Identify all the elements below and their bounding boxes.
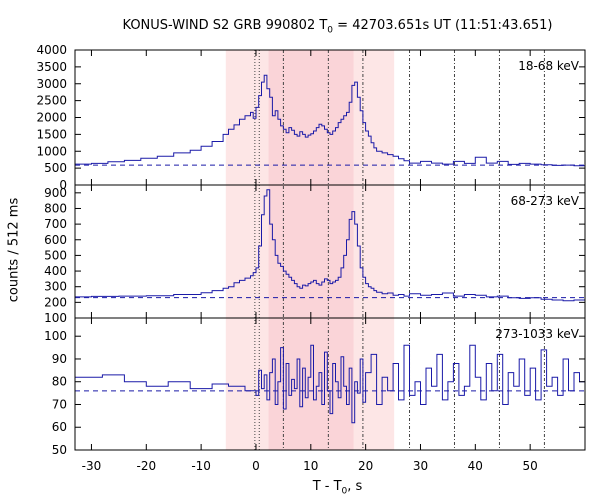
- panel-3: 50 60 70 80 90 100 273-1033 keV: [44, 317, 586, 457]
- y-axis-label: counts / 512 ms: [6, 197, 22, 303]
- y-tick-label: 800: [44, 201, 67, 215]
- panel-frame: [74, 317, 586, 451]
- y-tick-label: 70: [52, 397, 67, 411]
- panel-energy-label: 68-273 keV: [511, 194, 580, 208]
- x-tick-label: -10: [191, 459, 211, 473]
- y-tick-label: 0: [59, 178, 67, 192]
- xlabel-suffix: , s: [347, 479, 363, 494]
- light-curve-series: [75, 344, 585, 424]
- chart-title: KONUS-WIND S2 GRB 990802 T0 = 42703.651s…: [90, 18, 585, 36]
- light-curve-series: [75, 74, 585, 167]
- y-tick-label: 200: [44, 295, 67, 309]
- y-tick-label: 500: [44, 248, 67, 262]
- x-tick-label: 50: [523, 459, 538, 473]
- x-tick-label: 20: [358, 459, 373, 473]
- y-tick-label: 900: [44, 186, 67, 200]
- y-tick-label: 90: [52, 352, 67, 366]
- y-tick-label: 700: [44, 217, 67, 231]
- y-tick-label: 3000: [36, 77, 67, 91]
- light-curve-series: [75, 189, 585, 302]
- y-tick-label: 100: [44, 311, 67, 325]
- x-tick-label: -30: [82, 459, 102, 473]
- y-tick-label: 80: [52, 375, 67, 389]
- y-tick-label: 400: [44, 264, 67, 278]
- y-tick-label: 1000: [36, 144, 67, 158]
- y-tick-label: 4000: [36, 43, 67, 57]
- xlabel-prefix: T - T: [312, 479, 342, 494]
- x-tick-label: 40: [468, 459, 483, 473]
- title-subscript: 0: [327, 25, 334, 36]
- x-tick-label: 10: [303, 459, 318, 473]
- y-tick-label: 2000: [36, 111, 67, 125]
- title-suffix: = 42703.651s UT (11:51:43.651): [333, 18, 553, 33]
- y-tick-label: 500: [44, 161, 67, 175]
- y-tick-label: 100: [44, 329, 67, 343]
- y-tick-label: 3500: [36, 60, 67, 74]
- y-tick-label: 50: [52, 443, 67, 457]
- y-tick-label: 1500: [36, 127, 67, 141]
- y-tick-label: 600: [44, 233, 67, 247]
- panel-energy-label: 18-68 keV: [518, 59, 580, 73]
- x-tick-label: 30: [413, 459, 428, 473]
- x-axis-label: T - T0, s: [90, 479, 585, 497]
- shaded-interval-1: [268, 50, 354, 450]
- x-tick-label: -20: [136, 459, 156, 473]
- x-tick-label: 0: [252, 459, 260, 473]
- panel-1: 0 500 1000 1500 2000 2500 3000 3500 4000 18-68 ke…: [36, 43, 586, 192]
- y-tick-label: 300: [44, 280, 67, 294]
- panel-energy-label: 273-1033 keV: [495, 327, 579, 341]
- y-tick-label: 60: [52, 420, 67, 434]
- title-prefix: KONUS-WIND S2 GRB 990802 T: [122, 18, 328, 33]
- xlabel-subscript: 0: [341, 486, 348, 497]
- y-tick-label: 2500: [36, 94, 67, 108]
